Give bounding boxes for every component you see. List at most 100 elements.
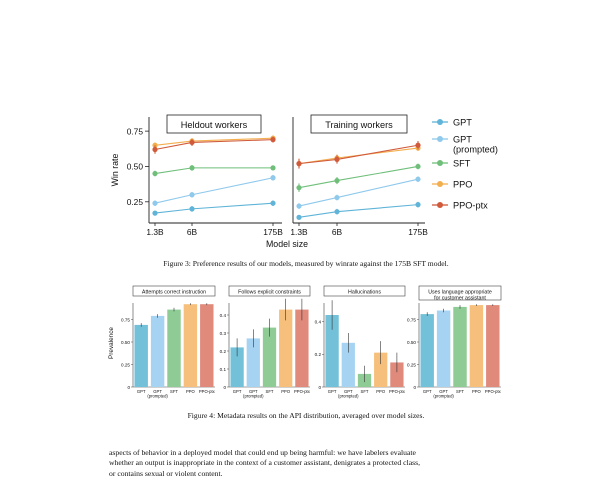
data-point	[270, 165, 276, 171]
bar	[200, 304, 214, 387]
series-line	[298, 165, 419, 189]
bar	[167, 309, 181, 387]
panel-title-box	[310, 114, 408, 134]
y-tick-label: 0.75	[127, 126, 144, 136]
x-axis-label: Model size	[266, 239, 308, 249]
legend-marker	[437, 136, 443, 142]
x-tick-label: 175B	[408, 227, 428, 237]
y-tick-label: 0.25	[127, 197, 144, 207]
legend-label: GPT	[453, 118, 472, 128]
y-tick-label: 0.3	[220, 331, 227, 336]
bar	[453, 306, 467, 387]
legend-marker	[437, 181, 443, 187]
y-tick-label: 0.50	[407, 340, 416, 345]
legend-label: SFT	[453, 159, 471, 169]
series-line	[298, 204, 419, 218]
data-point	[270, 137, 276, 143]
legend-marker	[437, 119, 443, 125]
data-point	[415, 202, 421, 208]
legend-label: PPO-ptx	[453, 201, 488, 211]
bar	[295, 309, 309, 387]
x-tick-label: 1.3B	[146, 227, 164, 237]
bar	[325, 315, 339, 387]
data-point	[152, 170, 158, 177]
y-tick-label: 0.25	[121, 362, 130, 367]
y-axis-label: Win rate	[110, 154, 120, 187]
data-point	[296, 161, 302, 167]
body-line: whether an output is inappropriate in th…	[109, 458, 421, 468]
panel-title: Heldout workers	[181, 120, 248, 130]
y-tick-label: 0.75	[407, 317, 416, 322]
x-tick-label: PPO-ptx	[294, 389, 311, 394]
x-tick-label: PPO-ptx	[485, 389, 502, 394]
body-line: or contains sexual or violent content.	[109, 468, 223, 478]
figure-4-caption: Figure 4: Metadata results on the API di…	[187, 411, 425, 420]
x-tick-label: 175B	[263, 227, 283, 237]
series-line	[154, 167, 273, 175]
figure-4-chart: Prevalence Attempts correct instruction 0 0…	[108, 285, 502, 399]
data-point	[270, 200, 276, 206]
legend-label: GPT (prompted)	[453, 135, 498, 155]
y-tick-label: 0.2	[220, 349, 227, 354]
bar	[436, 310, 451, 387]
data-point	[296, 214, 302, 220]
legend-marker	[437, 202, 443, 208]
x-tick-label: GPT (prompted)	[433, 389, 454, 399]
legend-label: PPO	[453, 180, 472, 190]
legend-marker	[437, 160, 443, 166]
bar	[390, 362, 404, 387]
y-tick-label: 0.2	[315, 352, 322, 357]
data-point	[334, 194, 340, 201]
data-point	[415, 142, 421, 148]
data-point	[189, 206, 195, 212]
data-point	[189, 165, 195, 171]
x-tick-label: 6B	[332, 227, 343, 237]
data-point	[152, 200, 158, 206]
figure-3-caption: Figure 3: Preference results of our mode…	[163, 259, 449, 268]
x-tick-label: 1.3B	[290, 227, 308, 237]
series-line	[298, 178, 419, 207]
x-tick-label: PPO	[186, 389, 196, 394]
x-tick-label: GPT	[137, 389, 146, 394]
x-tick-label: PPO	[472, 389, 482, 394]
y-tick-label: 0.50	[121, 340, 130, 345]
bar	[262, 327, 277, 387]
y-tick-label: 0	[318, 385, 321, 390]
bar	[486, 305, 500, 387]
x-tick-label: GPT (prompted)	[243, 389, 264, 399]
data-point	[334, 209, 340, 215]
data-point	[189, 139, 195, 146]
figure-3-chart: 0.25 0.50 0.75 Win rate Heldout workers 1.3B 6…	[110, 114, 498, 249]
y-tick-label: 0.75	[121, 317, 130, 322]
data-point	[270, 175, 276, 181]
data-point	[334, 178, 340, 184]
x-tick-label: PPO-ptx	[199, 389, 216, 394]
bar	[420, 314, 434, 387]
bar	[279, 309, 293, 387]
bar	[246, 338, 260, 387]
body-paragraph: aspects of behavior in a deployed model …	[109, 448, 509, 479]
x-tick-label: GPT (prompted)	[147, 389, 168, 399]
panel-title-box	[132, 285, 216, 297]
panel-title-box	[228, 285, 311, 297]
panel-title: Attempts correct instruction	[142, 290, 206, 296]
x-tick-label: GPT	[423, 389, 432, 394]
y-tick-label: 0	[413, 385, 416, 390]
data-point	[415, 176, 421, 182]
data-point	[152, 210, 158, 216]
x-tick-label: SFT	[266, 389, 274, 394]
y-tick-label: 0	[127, 385, 130, 390]
y-tick-label: 0.25	[407, 362, 416, 367]
bar	[230, 347, 244, 387]
x-tick-label: PPO-ptx	[389, 389, 406, 394]
x-tick-label: SFT	[170, 389, 178, 394]
x-tick-label: GPT	[233, 389, 242, 394]
bar	[183, 304, 198, 387]
series-line	[154, 139, 274, 151]
x-tick-label: PPO	[376, 389, 386, 394]
panel-title: Hallucinations	[348, 290, 381, 296]
x-tick-label: GPT (prompted)	[338, 389, 359, 399]
series-line	[154, 177, 274, 204]
data-point	[296, 203, 302, 209]
x-tick-label: PPO	[281, 389, 291, 394]
